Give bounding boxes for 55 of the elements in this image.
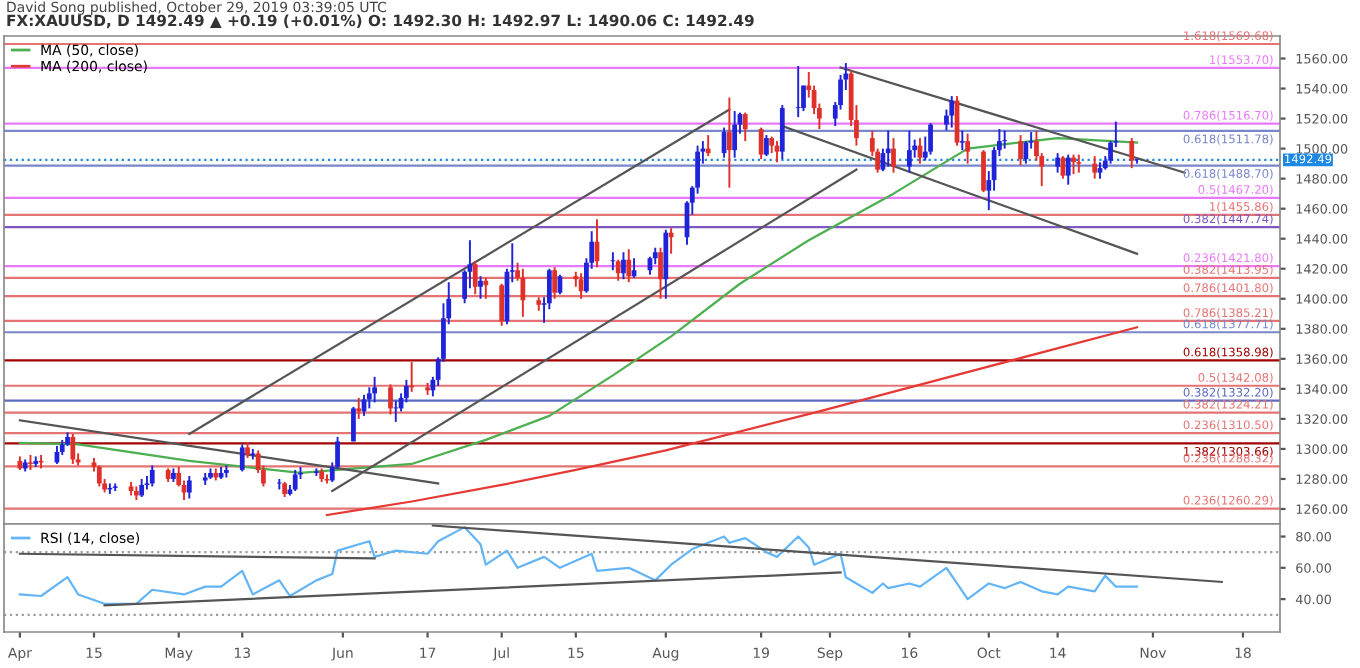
candlestick — [732, 110, 738, 159]
candlestick — [1018, 134, 1023, 167]
candlestick — [764, 134, 769, 158]
candlestick — [1023, 140, 1029, 165]
candlestick — [626, 248, 632, 284]
line-series — [18, 526, 1139, 605]
candlestick — [1071, 153, 1076, 176]
candlestick — [928, 122, 933, 156]
candlestick — [139, 477, 145, 498]
candlestick — [959, 129, 965, 152]
candlestick — [795, 65, 801, 119]
candlestick — [705, 134, 711, 158]
candlestick — [981, 149, 986, 194]
candlestick — [520, 267, 526, 318]
candlestick — [499, 282, 505, 327]
candlestick — [621, 251, 626, 281]
candlestick — [478, 275, 483, 300]
candlestick — [891, 137, 896, 174]
candlestick — [758, 126, 764, 161]
candlestick — [658, 246, 663, 300]
candlestick — [1129, 137, 1135, 170]
candlestick — [907, 129, 912, 174]
candlestick — [668, 227, 674, 255]
candlestick — [472, 260, 478, 296]
candlestick — [1055, 152, 1061, 174]
candlestick — [483, 276, 489, 300]
candlestick — [404, 378, 409, 404]
candlestick — [885, 129, 891, 168]
candlestick — [615, 258, 621, 282]
candlestick — [292, 468, 298, 492]
candlestick — [663, 228, 669, 300]
candlestick — [372, 375, 377, 404]
candlestick — [70, 432, 76, 465]
candlestick — [742, 111, 748, 143]
candlestick — [1002, 129, 1008, 150]
line-series — [18, 136, 1139, 475]
candlestick — [149, 464, 155, 488]
candlestick — [552, 266, 558, 300]
candlestick — [965, 132, 970, 165]
candlestick — [726, 96, 732, 189]
candlestick — [610, 251, 616, 272]
candlestick — [779, 104, 785, 161]
candlestick — [239, 443, 245, 473]
candlestick — [393, 399, 399, 423]
candlestick — [1065, 153, 1071, 186]
candlestick — [1092, 155, 1098, 180]
candlestick — [388, 383, 393, 416]
candlestick — [1076, 153, 1082, 174]
candlestick — [1134, 158, 1140, 165]
candlestick — [351, 405, 356, 443]
candlestick — [949, 95, 955, 129]
candlestick — [356, 396, 362, 420]
candlestick — [186, 474, 192, 500]
candlestick — [96, 464, 102, 488]
line-series — [325, 326, 1139, 517]
